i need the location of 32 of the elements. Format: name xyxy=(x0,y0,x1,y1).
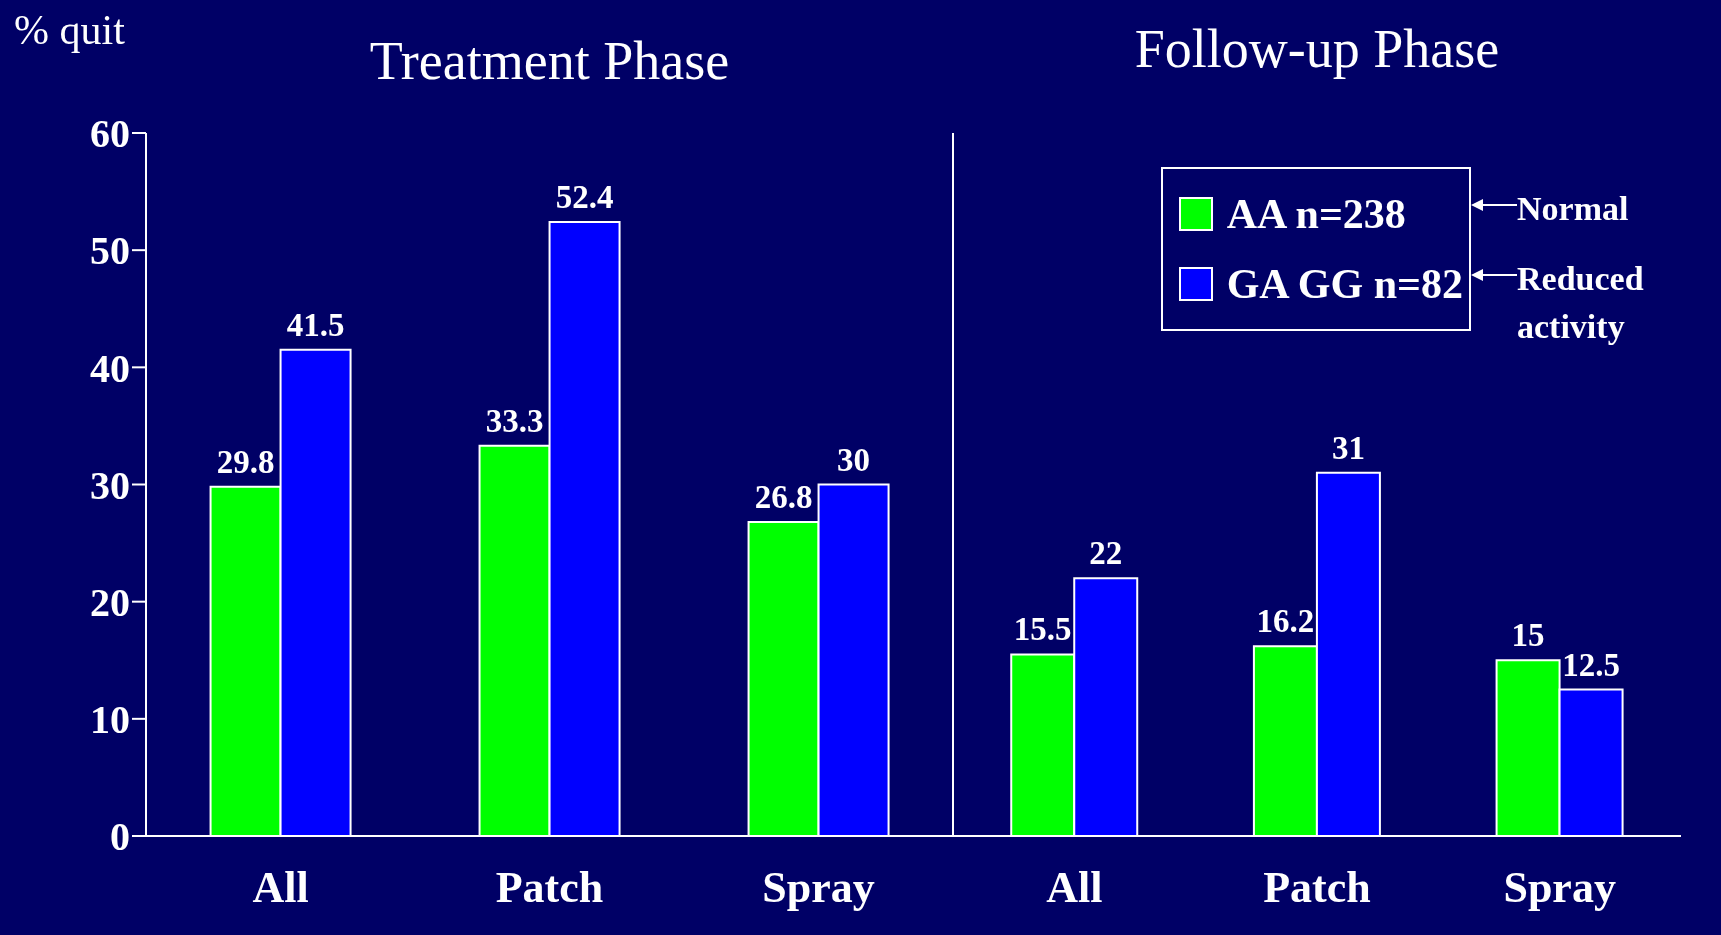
data-label: 15 xyxy=(1511,617,1545,654)
data-label: 15.5 xyxy=(1013,611,1072,648)
chart-title: Treatment Phase xyxy=(368,30,731,92)
y-tick-label: 0 xyxy=(110,814,130,860)
data-label: 41.5 xyxy=(286,306,345,343)
y-tick-label: 60 xyxy=(90,111,130,157)
x-tick-label: Patch xyxy=(1263,863,1371,912)
y-tick-label: 50 xyxy=(90,228,130,274)
x-tick-label: Spray xyxy=(1503,863,1616,912)
y-tick-label: 40 xyxy=(90,345,130,391)
annotation: Normal xyxy=(1517,189,1630,229)
annotation: Reduced activity xyxy=(1517,259,1645,347)
y-tick-label: 30 xyxy=(90,462,130,508)
x-tick-label: Patch xyxy=(495,863,604,912)
y-axis-title: % quit xyxy=(14,6,125,54)
data-label: 26.8 xyxy=(754,478,813,515)
x-tick-label: All xyxy=(252,863,309,912)
data-label: 16.2 xyxy=(1256,603,1315,640)
legend-label: GA GG n=82 xyxy=(1226,260,1463,308)
data-label: 33.3 xyxy=(485,402,544,439)
x-tick-label: Spray xyxy=(762,863,875,912)
data-label: 29.8 xyxy=(216,443,275,480)
data-label: 12.5 xyxy=(1562,646,1620,683)
chart-title: Follow-up Phase xyxy=(1133,18,1501,80)
data-label: 31 xyxy=(1331,429,1365,466)
y-tick-label: 20 xyxy=(90,579,130,625)
y-tick-label: 10 xyxy=(90,697,130,743)
data-label: 22 xyxy=(1089,535,1123,572)
legend-label: AA n=238 xyxy=(1226,190,1406,238)
data-label: 52.4 xyxy=(555,179,614,216)
x-tick-label: All xyxy=(1046,863,1103,912)
data-label: 30 xyxy=(837,441,871,478)
